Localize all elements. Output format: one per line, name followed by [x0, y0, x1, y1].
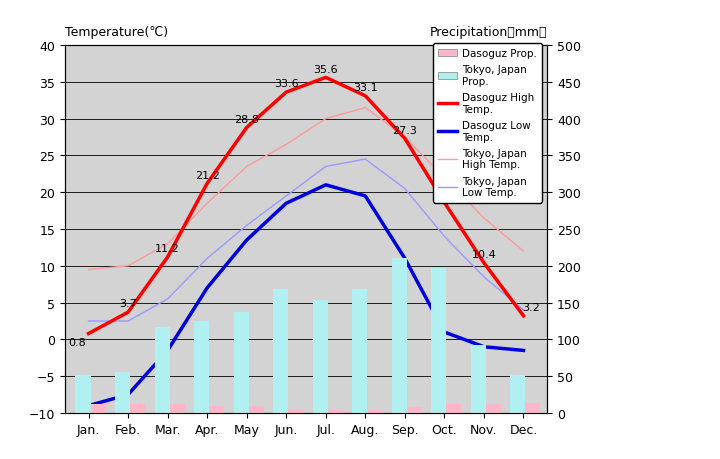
Text: Temperature(℃): Temperature(℃) [65, 26, 168, 39]
Text: 28.8: 28.8 [234, 114, 259, 124]
Text: 3.7: 3.7 [120, 299, 137, 309]
Text: 27.3: 27.3 [392, 125, 418, 135]
Text: 3.2: 3.2 [523, 302, 540, 313]
Text: 18.6: 18.6 [432, 190, 456, 199]
Text: Precipitation（mm）: Precipitation（mm） [430, 26, 547, 39]
Bar [312, 301, 328, 413]
Bar [130, 404, 145, 413]
Bar [288, 409, 303, 413]
Bar [248, 407, 264, 413]
Bar [486, 404, 501, 413]
Bar [115, 372, 130, 413]
Text: 33.1: 33.1 [353, 83, 377, 93]
Text: 0.8: 0.8 [68, 337, 86, 347]
Bar [76, 375, 91, 413]
Text: 11.2: 11.2 [156, 244, 180, 254]
Bar [328, 410, 343, 413]
Bar [170, 404, 184, 413]
Text: 35.6: 35.6 [313, 65, 338, 74]
Text: 10.4: 10.4 [472, 250, 496, 260]
Bar [471, 345, 486, 413]
Bar [431, 269, 446, 413]
Bar [233, 313, 248, 413]
Bar [510, 375, 526, 413]
Bar [392, 259, 407, 413]
Bar [209, 406, 224, 413]
Bar [352, 290, 367, 413]
Bar [273, 290, 288, 413]
Bar [194, 321, 209, 413]
Text: 21.2: 21.2 [194, 170, 220, 180]
Bar [155, 327, 170, 413]
Bar [407, 407, 422, 413]
Text: 33.6: 33.6 [274, 79, 299, 89]
Bar [526, 403, 541, 413]
Legend: Dasoguz Prop., Tokyo, Japan
Prop., Dasoguz High
Temp., Dasoguz Low
Temp., Tokyo,: Dasoguz Prop., Tokyo, Japan Prop., Dasog… [433, 44, 542, 203]
Bar [91, 404, 106, 413]
Bar [446, 404, 462, 413]
Bar [367, 410, 382, 413]
